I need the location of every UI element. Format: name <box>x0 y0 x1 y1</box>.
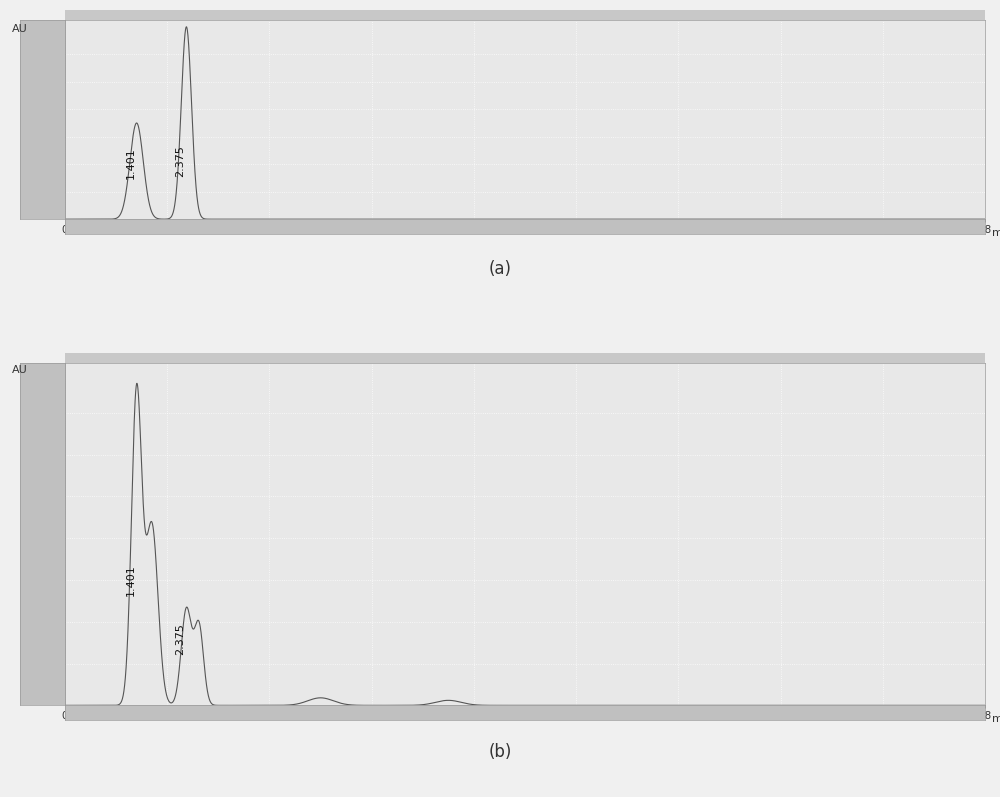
Text: AU: AU <box>12 24 28 34</box>
Text: 1.401: 1.401 <box>125 147 135 179</box>
Text: min: min <box>992 228 1000 238</box>
Text: 1.401: 1.401 <box>125 564 135 595</box>
Text: 2.375: 2.375 <box>175 145 185 177</box>
Text: 2.375: 2.375 <box>175 623 185 655</box>
Text: min: min <box>992 714 1000 724</box>
Text: (b): (b) <box>488 743 512 760</box>
Text: (a): (a) <box>488 261 512 278</box>
Text: AU: AU <box>12 365 28 375</box>
